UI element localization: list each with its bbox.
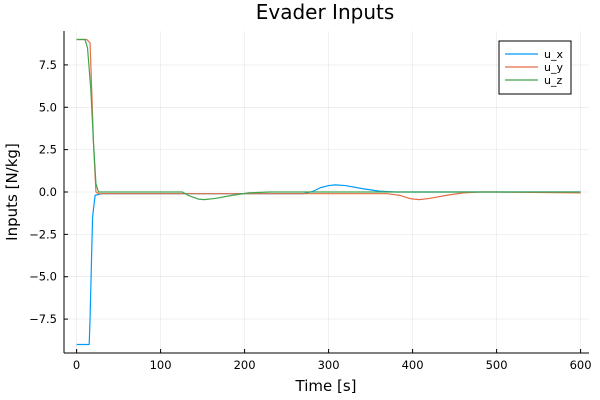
data-series <box>76 38 581 346</box>
y-tick-label: 2.5 <box>39 143 57 157</box>
x-tick-label: 400 <box>402 358 424 372</box>
y-tick-label: 0.0 <box>39 185 57 199</box>
x-tick-label: 500 <box>486 358 508 372</box>
series-line-u-y <box>76 38 581 201</box>
x-tick-label: 0 <box>73 358 80 372</box>
x-tick-label: 200 <box>234 358 256 372</box>
x-tick-label: 600 <box>570 358 592 372</box>
legend-label-u-z: u_z <box>544 74 562 87</box>
y-ticks: −7.5 −5.0 −2.5 0.0 2.5 5.0 7.5 <box>29 58 68 326</box>
y-tick-label: 7.5 <box>39 58 57 72</box>
y-tick-label: −7.5 <box>29 312 57 326</box>
chart-title: Evader Inputs <box>256 0 395 24</box>
legend-label-u-x: u_x <box>544 48 563 61</box>
x-tick-label: 100 <box>150 358 172 372</box>
series-line-u-z <box>76 38 581 201</box>
y-axis-label: Inputs [N/kg] <box>3 143 21 241</box>
y-tick-label: 5.0 <box>39 100 57 114</box>
y-tick-label: −5.0 <box>29 270 57 284</box>
legend: u_xu_yu_z <box>498 40 572 95</box>
x-axis-label: Time [s] <box>295 377 357 395</box>
x-tick-label: 300 <box>318 358 340 372</box>
legend-label-u-y: u_y <box>544 61 563 74</box>
y-tick-label: −2.5 <box>29 227 57 241</box>
x-ticks: 0 100 200 300 400 500 600 <box>73 349 592 372</box>
